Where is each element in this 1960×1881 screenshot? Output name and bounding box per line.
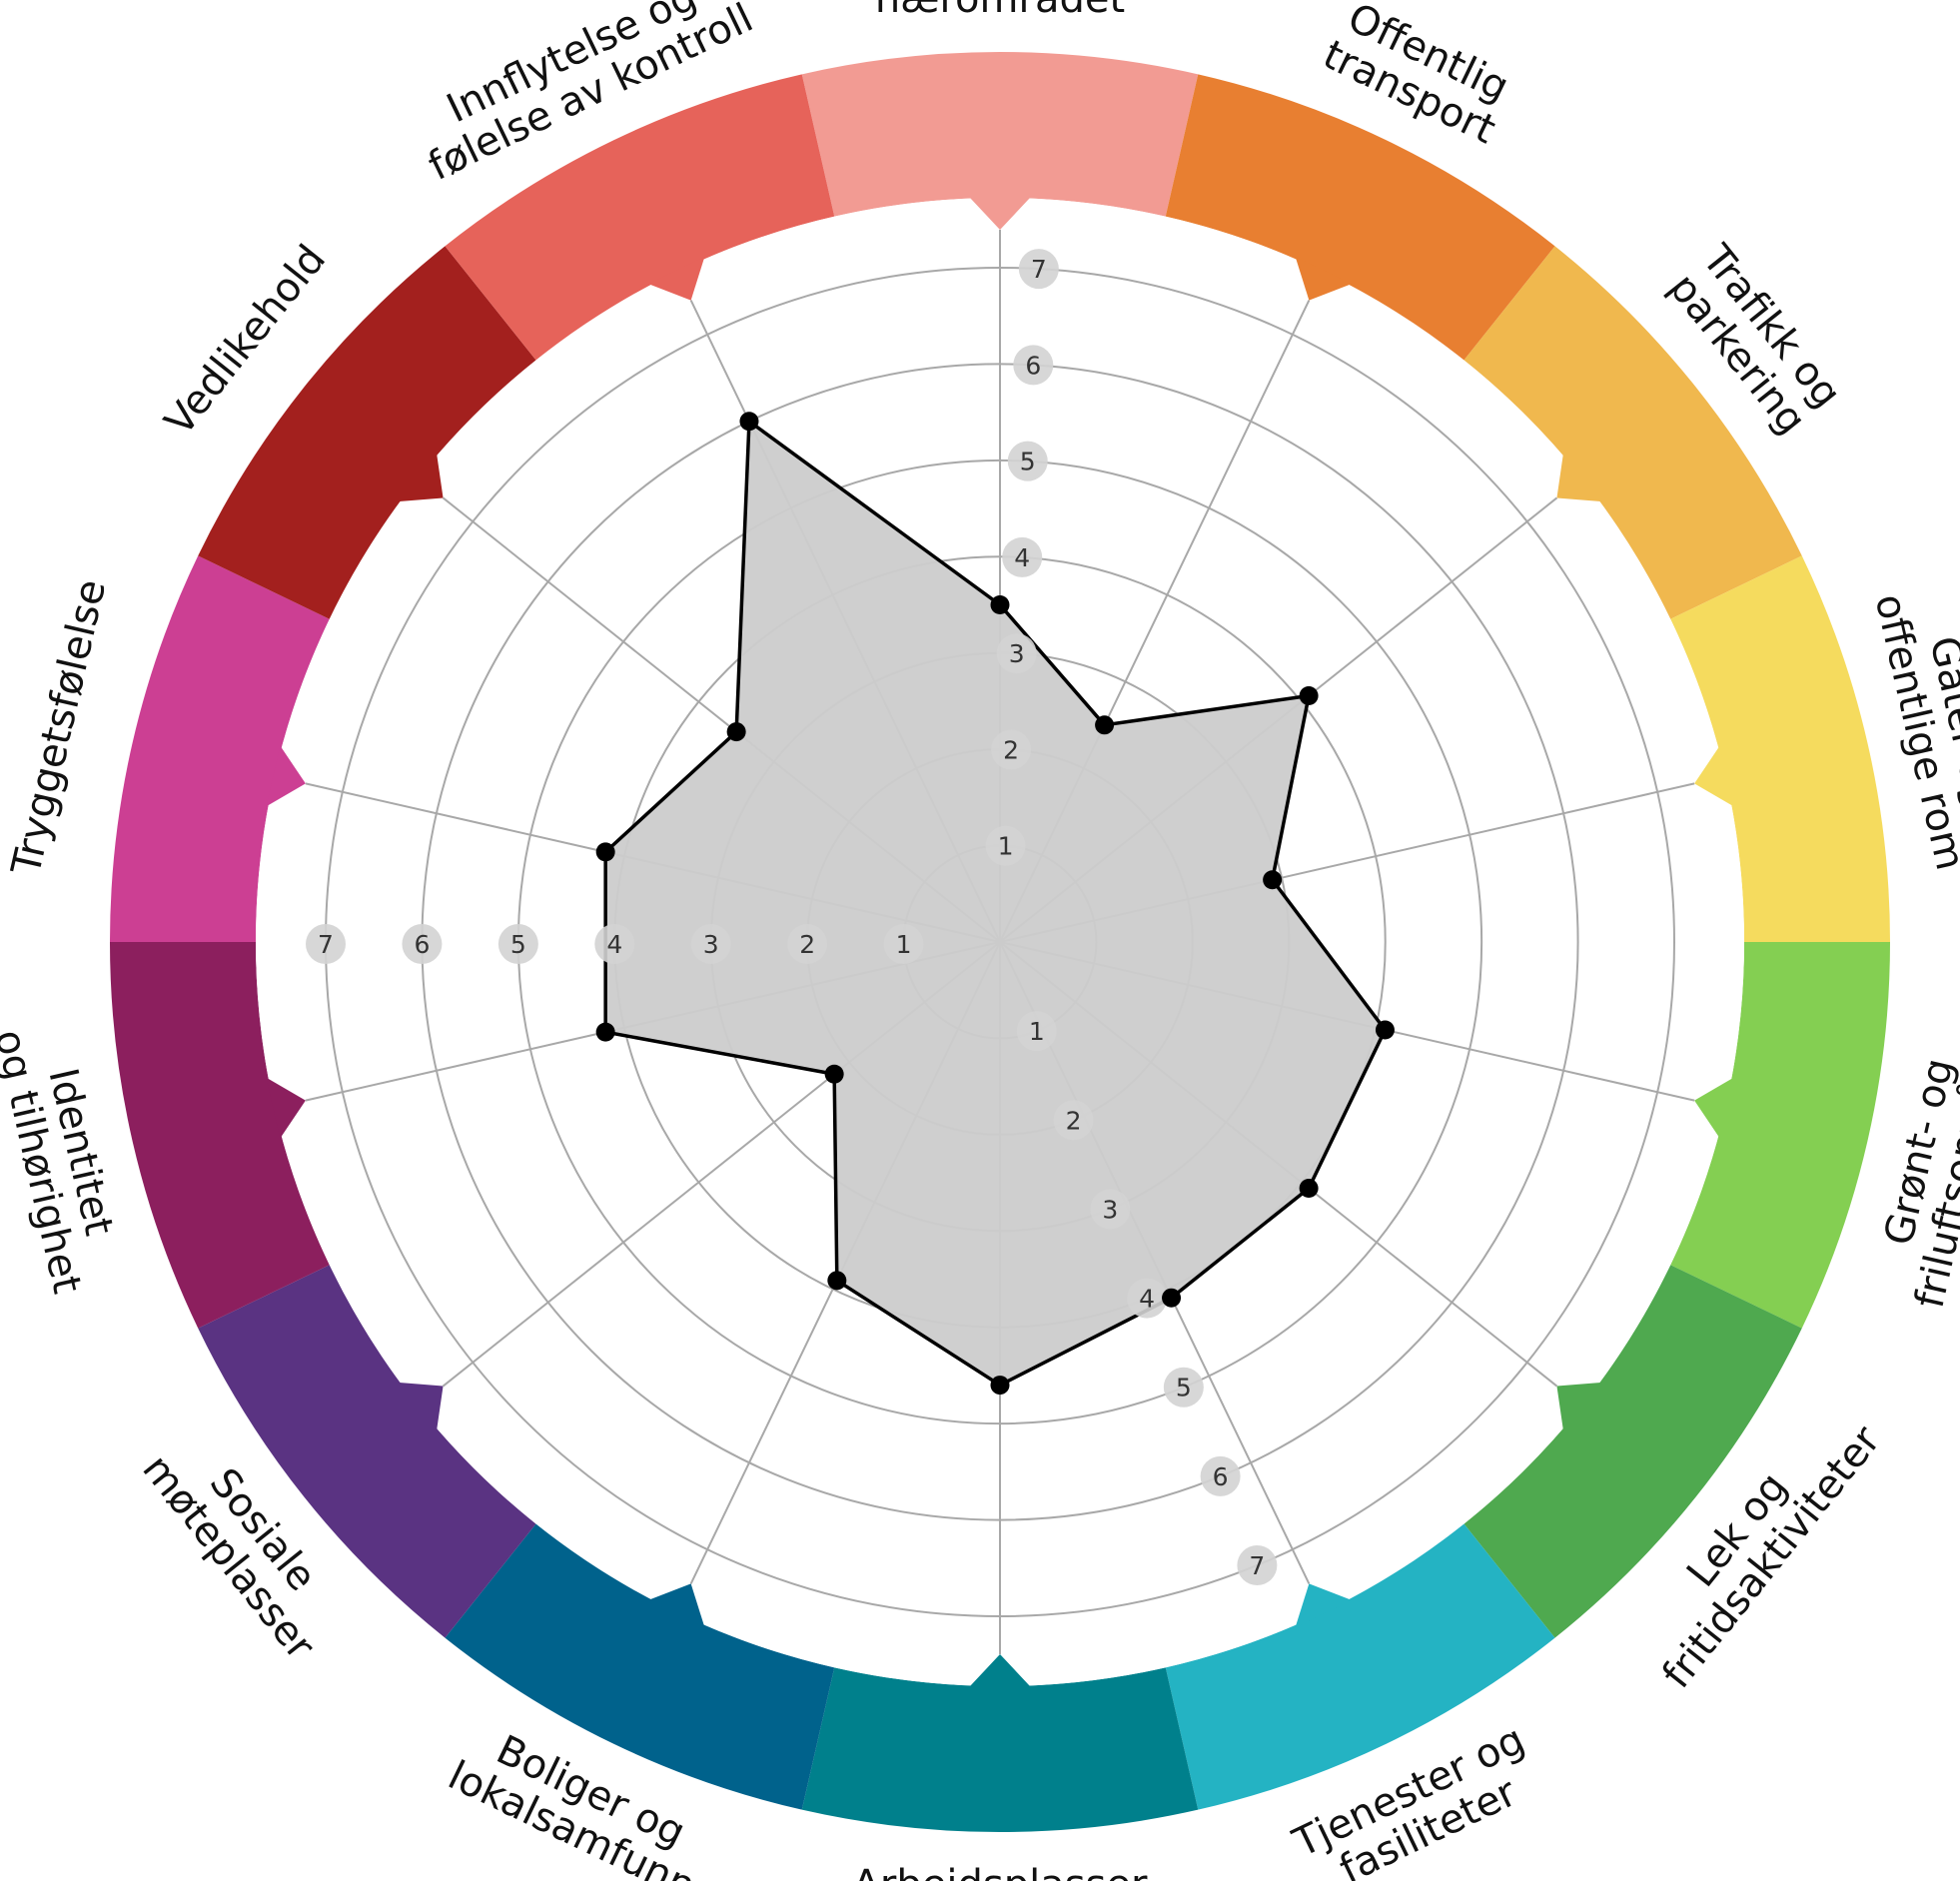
tick-label-11-2: 2 [799,930,815,959]
tick-circle-0-4 [1002,536,1043,577]
band-segment-10 [110,942,330,1329]
tick-circle-0-2 [991,729,1032,770]
category-label-line-11-0: Tryggetsfølelse [3,575,115,880]
band-pointer-2 [1556,453,1603,502]
data-point-6 [1162,1288,1182,1308]
band-pointer-0 [968,196,1032,230]
color-band [110,52,1890,1832]
tick-circle-11-1 [883,924,924,964]
tick-circle-6-4 [1127,1278,1168,1319]
tick-label-11-3: 3 [703,930,719,959]
tick-labels: 1 2 3 4 5 6 7 1 2 3 4 5 6 7 1 2 3 4 5 6 7 [306,249,1278,1586]
tick-circle-11-3 [690,924,731,964]
tick-label-0-3: 3 [1009,639,1025,668]
data-point-0 [990,595,1010,614]
band-pointers [266,196,1734,1688]
data-point-2 [1299,685,1319,705]
tick-circle-6-6 [1200,1455,1241,1496]
tick-circle-0-3 [996,633,1037,674]
band-pointer-8 [647,1583,705,1628]
tick-label-6-4: 4 [1139,1285,1155,1314]
data-point-12 [726,722,746,742]
band-segment-2 [1464,246,1802,619]
band-segment-12 [198,246,536,619]
band-pointer-7 [968,1654,1032,1688]
band-segment-1 [1165,74,1555,361]
category-label-11: Tryggetsfølelse [3,575,115,880]
band-segment-0 [801,52,1199,217]
tick-circle-6-1 [1016,1011,1057,1052]
band-pointer-1 [1295,256,1353,301]
category-label-0: Ta seg frem inærområdet [875,0,1125,22]
band-segment-5 [1464,1265,1802,1638]
band-pointer-10 [266,1077,306,1139]
band-segment-3 [1670,555,1890,942]
data-point-13 [739,412,759,432]
data-point-3 [1263,870,1283,890]
data-point-5 [1299,1179,1319,1199]
tick-circle-0-7 [1018,249,1059,290]
tick-circle-6-5 [1163,1367,1204,1408]
tick-label-0-1: 1 [998,832,1014,861]
band-pointer-12 [397,453,444,502]
tick-circle-0-6 [1013,345,1054,386]
tick-label-11-1: 1 [896,930,912,959]
tick-label-11-6: 6 [414,930,430,959]
data-point-7 [990,1376,1010,1396]
tick-label-11-7: 7 [318,930,334,959]
band-pointer-5 [1556,1382,1603,1431]
tick-circle-11-2 [787,924,828,964]
band-segment-11 [110,555,330,942]
tick-label-0-5: 5 [1020,448,1036,476]
band-segment-13 [445,74,835,361]
band-segment-4 [1670,942,1890,1329]
band-pointer-4 [1694,1077,1734,1139]
band-pointer-6 [1295,1583,1353,1628]
tick-label-0-2: 2 [1003,735,1019,764]
category-label-line-7-0: Arbeidsplasser [853,1862,1148,1881]
tick-label-11-5: 5 [510,930,526,959]
tick-label-0-7: 7 [1031,255,1047,284]
tick-label-0-6: 6 [1025,351,1041,380]
band-segment-9 [198,1265,536,1638]
band-pointer-3 [1694,745,1734,807]
tick-circle-6-2 [1053,1100,1094,1141]
band-pointer-13 [647,256,705,301]
tick-circle-6-3 [1090,1189,1131,1230]
tick-circle-11-5 [497,924,538,964]
tick-label-0-4: 4 [1014,543,1030,572]
tick-label-6-1: 1 [1029,1017,1045,1046]
data-point-9 [824,1064,844,1084]
data-point-10 [595,1022,615,1042]
band-segment-8 [445,1523,835,1810]
category-label-line-0-1: nærområdet [875,0,1125,22]
category-label-7: Arbeidsplasserog lokaløkonomi [853,1862,1148,1881]
data-points [595,412,1395,1396]
tick-circle-11-7 [306,924,346,964]
data-point-1 [1095,715,1115,735]
tick-circle-11-6 [402,924,443,964]
tick-circle-11-4 [594,924,635,964]
data-point-11 [595,842,615,862]
tick-label-6-2: 2 [1066,1106,1082,1135]
tick-label-6-7: 7 [1249,1551,1265,1580]
tick-label-6-3: 3 [1102,1195,1118,1224]
band-pointer-11 [266,745,306,807]
tick-label-11-4: 4 [606,930,622,959]
band-pointer-9 [397,1382,444,1431]
data-point-4 [1375,1020,1395,1040]
tick-circle-0-5 [1007,441,1048,481]
data-point-8 [827,1271,847,1291]
tick-label-6-5: 5 [1176,1374,1192,1403]
tick-label-6-6: 6 [1213,1462,1229,1491]
band-segment-7 [801,1667,1199,1832]
tick-circle-6-7 [1237,1545,1278,1586]
tick-circle-0-1 [985,825,1026,866]
band-segment-6 [1165,1523,1555,1810]
